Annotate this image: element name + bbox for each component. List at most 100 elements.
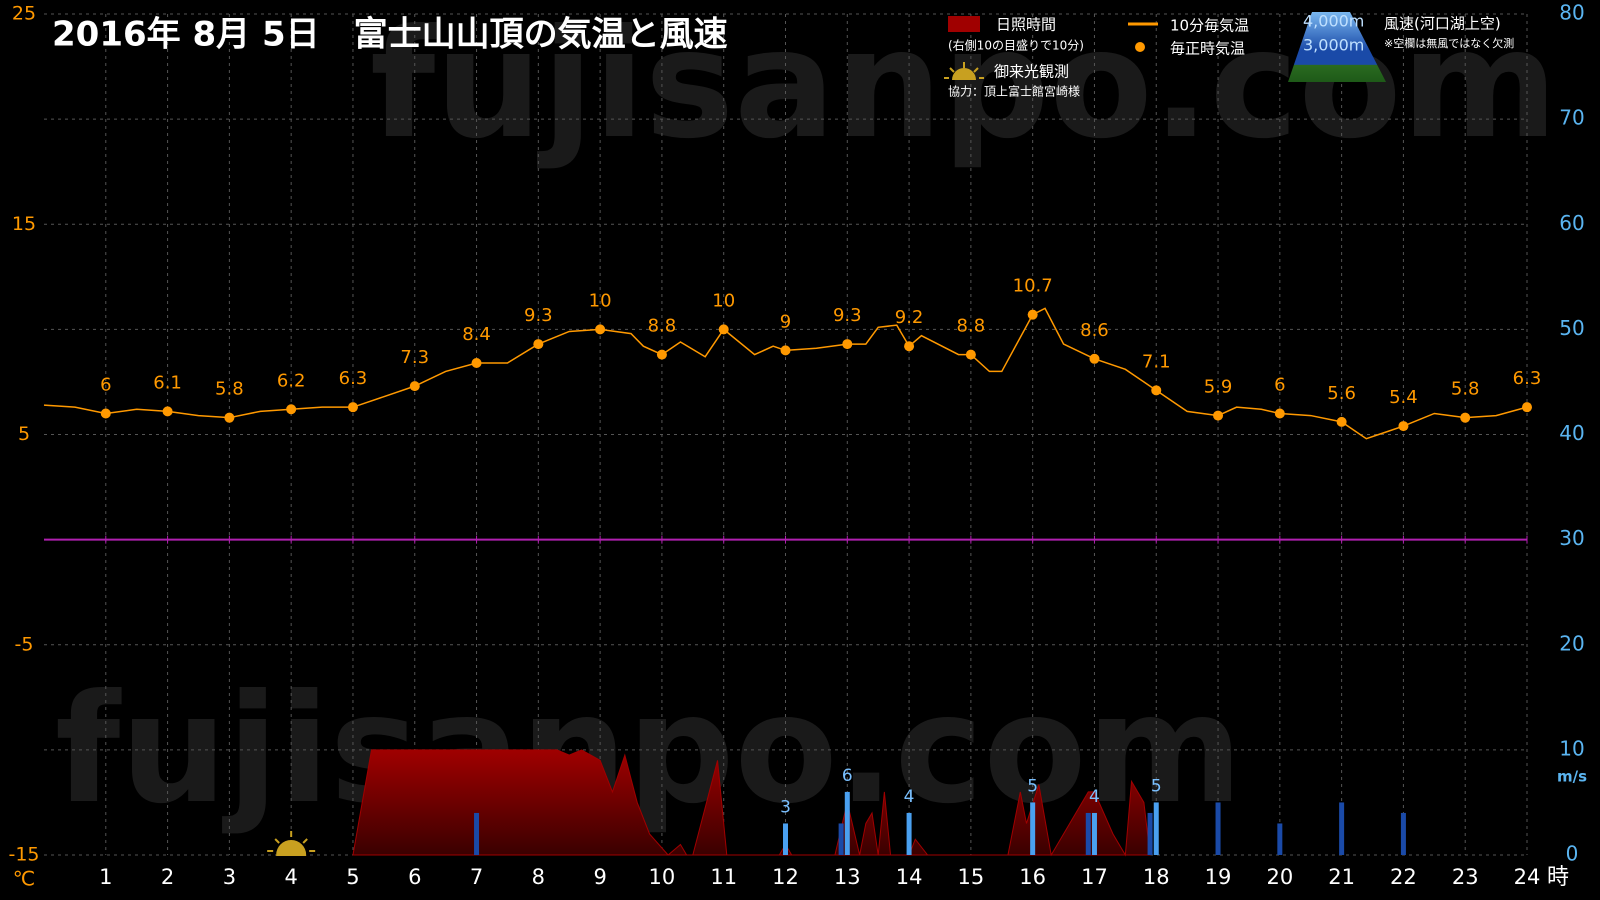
y2-tick-label: 70 bbox=[1559, 106, 1584, 130]
y-tick-label: 5 bbox=[18, 423, 30, 445]
y2-tick-label: 30 bbox=[1559, 526, 1584, 550]
data-label: 6.3 bbox=[1513, 368, 1542, 389]
x-tick-label: 2 bbox=[161, 865, 174, 889]
legend-note: (右側10の目盛りで10分) bbox=[948, 38, 1084, 53]
legend-label: 毎正時気温 bbox=[1170, 40, 1245, 58]
legend-swatch bbox=[948, 16, 980, 32]
data-label: 8.8 bbox=[957, 316, 986, 337]
data-label: 5.6 bbox=[1327, 383, 1356, 404]
data-label: 6.1 bbox=[153, 372, 182, 393]
data-label: 8.4 bbox=[462, 324, 491, 345]
hourly-point bbox=[1089, 353, 1100, 364]
x-tick-label: 18 bbox=[1143, 865, 1170, 889]
x-tick-label: 6 bbox=[408, 865, 421, 889]
hourly-point bbox=[471, 358, 482, 369]
x-tick-label: 17 bbox=[1081, 865, 1108, 889]
hourly-point bbox=[780, 345, 791, 356]
y2-tick-label: 60 bbox=[1559, 211, 1584, 235]
hourly-point bbox=[1522, 402, 1532, 413]
wind-bar bbox=[1400, 812, 1406, 855]
hourly-point bbox=[347, 402, 358, 413]
wind-bar bbox=[783, 823, 788, 855]
x-tick-label: 12 bbox=[772, 865, 799, 889]
hourly-point bbox=[224, 412, 235, 423]
wind-bar bbox=[1215, 802, 1221, 855]
wind-bar bbox=[844, 791, 850, 855]
data-label: 8.6 bbox=[1080, 320, 1109, 341]
data-label: 6 bbox=[100, 374, 111, 395]
sunshine-area bbox=[352, 749, 1151, 857]
data-label: 6 bbox=[842, 766, 853, 786]
hourly-point bbox=[965, 349, 976, 360]
data-label: 10 bbox=[589, 290, 612, 311]
y2-unit: m/s bbox=[1557, 768, 1587, 786]
hourly-point bbox=[533, 339, 544, 350]
legend-label: 10分毎気温 bbox=[1170, 17, 1249, 35]
legend-swatch bbox=[1135, 42, 1145, 52]
data-label: 5.4 bbox=[1389, 387, 1418, 408]
x-tick-label: 3 bbox=[223, 865, 236, 889]
data-label: 5 bbox=[1027, 776, 1038, 796]
x-tick-label: 24 bbox=[1514, 865, 1541, 889]
x-tick-label: 21 bbox=[1328, 865, 1355, 889]
hourly-point bbox=[1398, 421, 1409, 432]
data-label: 4 bbox=[1089, 787, 1100, 807]
wind-bar bbox=[838, 823, 844, 855]
y2-tick-label: 10 bbox=[1559, 736, 1584, 760]
x-tick-label: 16 bbox=[1019, 865, 1046, 889]
data-label: 9.3 bbox=[524, 305, 553, 326]
data-label: 5.8 bbox=[215, 379, 244, 400]
x-tick-label: 7 bbox=[470, 865, 483, 889]
data-label: 9.3 bbox=[833, 305, 862, 326]
hourly-point bbox=[1027, 309, 1038, 320]
hourly-point bbox=[656, 349, 667, 360]
hourly-point bbox=[842, 339, 853, 350]
wind-bar bbox=[906, 812, 912, 855]
sunrise-marker bbox=[267, 831, 316, 856]
hourly-point bbox=[1213, 410, 1224, 421]
wind-bar bbox=[1147, 812, 1153, 855]
y-tick-label: 15 bbox=[12, 213, 36, 235]
y2-tick-label: 80 bbox=[1559, 1, 1584, 25]
wind-bar bbox=[474, 812, 480, 855]
y-unit: ℃ bbox=[13, 867, 35, 891]
x-tick-label: 13 bbox=[834, 865, 861, 889]
chart-title: 2016年 8月 5日 富士山山頂の気温と風速 bbox=[52, 15, 728, 55]
x-tick-label: 14 bbox=[896, 865, 923, 889]
hourly-point bbox=[1460, 412, 1471, 423]
x-tick-label: 10 bbox=[649, 865, 676, 889]
data-label: 10.7 bbox=[1013, 276, 1053, 297]
y2-tick-label: 40 bbox=[1559, 421, 1584, 445]
x-tick-label: 19 bbox=[1205, 865, 1232, 889]
data-label: 7.3 bbox=[400, 347, 429, 368]
legend-mountain bbox=[1288, 12, 1386, 82]
hourly-point bbox=[595, 324, 606, 335]
legend: 日照時間 (右側10の目盛りで10分) 10分毎気温 毎正時気温 御来光観測 協… bbox=[944, 12, 1514, 99]
data-label: 5.8 bbox=[1451, 379, 1480, 400]
wind-bar bbox=[1339, 802, 1345, 855]
sunrise-icon bbox=[944, 62, 984, 80]
x-tick-label: 15 bbox=[958, 865, 985, 889]
wind-bar bbox=[1091, 812, 1097, 855]
data-label: 6.2 bbox=[277, 370, 306, 391]
data-label: 9.2 bbox=[895, 307, 924, 328]
x-tick-label: 20 bbox=[1266, 865, 1293, 889]
wind-bar bbox=[1153, 802, 1159, 855]
hourly-point bbox=[286, 404, 297, 415]
y-tick-label: -5 bbox=[15, 633, 34, 655]
legend-label: 3,000m bbox=[1303, 36, 1364, 55]
data-label: 6 bbox=[1274, 374, 1285, 395]
x-tick-label: 5 bbox=[346, 865, 359, 889]
x-tick-label: 11 bbox=[710, 865, 737, 889]
data-label: 4 bbox=[904, 787, 915, 807]
x-tick-label: 22 bbox=[1390, 865, 1417, 889]
x-tick-label: 4 bbox=[284, 865, 297, 889]
wind-bar bbox=[1085, 812, 1091, 855]
hourly-point bbox=[162, 406, 173, 417]
data-label: 9 bbox=[780, 311, 791, 332]
wind-title: 風速(河口湖上空) bbox=[1384, 15, 1501, 33]
hourly-point bbox=[904, 341, 915, 352]
legend-label: 御来光観測 bbox=[994, 63, 1069, 81]
wind-bar bbox=[1277, 823, 1283, 855]
x-tick-label: 8 bbox=[532, 865, 545, 889]
